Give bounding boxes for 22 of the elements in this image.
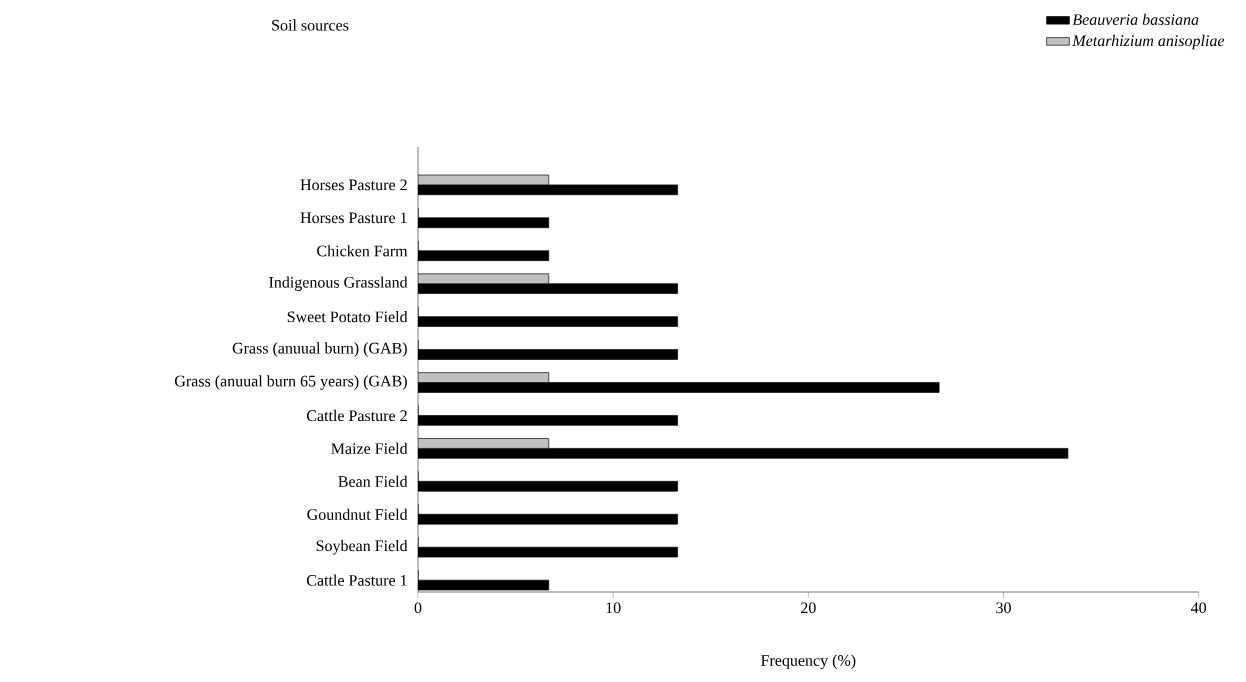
y-tick-label: Indigenous Grassland bbox=[269, 276, 408, 291]
x-tick-label: 20 bbox=[801, 602, 816, 614]
y-tick-label: Horses Pasture 2 bbox=[300, 179, 407, 191]
y-tick-label: Horses Pasture 1 bbox=[300, 212, 407, 224]
y-tick-label: Soybean Field bbox=[316, 539, 408, 555]
y-tick-label: Chicken Farm bbox=[317, 245, 408, 257]
legend-label: Metarhizium anisopliae bbox=[1072, 34, 1225, 50]
legend-label: Beauveria bassiana bbox=[1072, 13, 1199, 26]
y-tick-label: Goundnut Field bbox=[307, 508, 408, 520]
y-tick-label: Cattle Pasture 2 bbox=[306, 409, 407, 422]
y-tick-label: Grass (anuual burn) (GAB) bbox=[232, 342, 407, 357]
y-tick-label: Sweet Potato Field bbox=[287, 311, 408, 323]
text: Soil sources bbox=[272, 19, 349, 31]
x-tick-label: 10 bbox=[606, 602, 621, 614]
y-tick-label: Cattle Pasture 1 bbox=[306, 574, 407, 586]
y-tick-label: Maize Field bbox=[331, 442, 408, 455]
x-tick-label: 0 bbox=[414, 602, 422, 614]
x-tick-label: 30 bbox=[996, 602, 1011, 614]
y-tick-label: Bean Field bbox=[338, 475, 408, 487]
x-tick-label: 40 bbox=[1190, 602, 1207, 614]
y-tick-label: Grass (anuual burn 65 years) (GAB) bbox=[174, 375, 407, 390]
x-axis-title: Frequency (%) bbox=[761, 654, 856, 670]
